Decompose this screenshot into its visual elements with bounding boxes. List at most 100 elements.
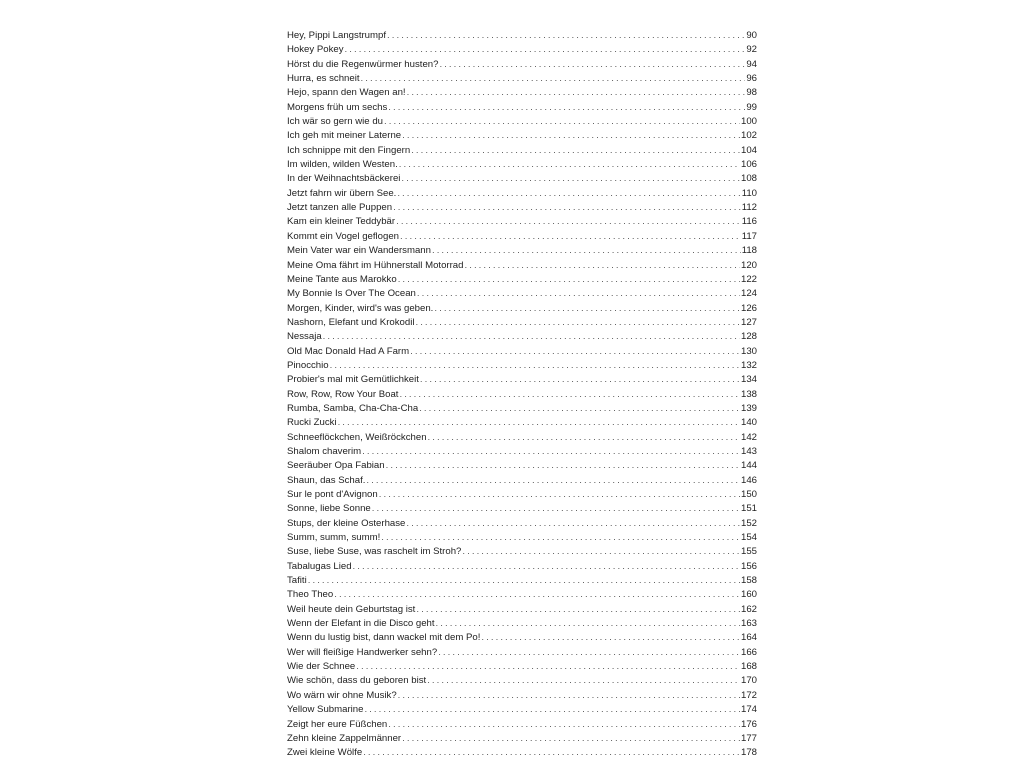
toc-entry: Theo Theo 160 [287,588,757,602]
entry-title: Stups, der kleine Osterhase [287,517,406,529]
toc-entry: Morgens früh um sechs 99 [287,101,757,115]
dot-leader [399,388,740,402]
entry-page-number: 168 [740,661,757,673]
entry-page-number: 122 [740,273,757,285]
dot-leader [379,488,740,502]
entry-page-number: 151 [740,503,757,515]
toc-entry: Sur le pont d'Avignon 150 [287,488,757,502]
entry-title: Rucki Zucki [287,417,337,429]
toc-entry: Stups, der kleine Osterhase 152 [287,517,757,531]
toc-entry: Old Mac Donald Had A Farm 130 [287,345,757,359]
entry-page-number: 164 [740,632,757,644]
entry-page-number: 92 [746,44,757,56]
entry-page-number: 130 [740,345,757,357]
dot-leader [420,373,740,387]
entry-title: Jetzt tanzen alle Puppen [287,202,393,214]
entry-title: Kommt ein Vogel geflogen [287,230,400,242]
entry-page-number: 172 [740,689,757,701]
entry-page-number: 112 [741,202,757,214]
dot-leader [345,43,746,57]
entry-page-number: 166 [740,646,757,658]
toc-entry: Ich schnippe mit den Fingern 104 [287,144,757,158]
entry-page-number: 128 [740,331,757,343]
toc-entry: Rumba, Samba, Cha-Cha-Cha 139 [287,402,757,416]
dot-leader [402,732,740,746]
entry-title: In der Weihnachtsbäckerei [287,173,401,185]
entry-title: Seeräuber Opa Fabian [287,460,385,472]
toc-entry: Weil heute dein Geburtstag ist 162 [287,603,757,617]
dot-leader [481,631,740,645]
entry-title: Wie schön, dass du geboren bist [287,675,427,687]
toc-entry: In der Weihnachtsbäckerei 108 [287,172,757,186]
dot-leader [330,359,740,373]
toc-entry: Wenn du lustig bist, dann wackel mit dem… [287,631,757,645]
entry-title: Rumba, Samba, Cha-Cha-Cha [287,402,419,414]
toc-entry: Wenn der Elefant in die Disco geht 163 [287,617,757,631]
dot-leader [387,29,745,43]
toc-entry: Hörst du die Regenwürmer husten? 94 [287,58,757,72]
dot-leader [366,474,740,488]
toc-entry: Tafiti 158 [287,574,757,588]
toc-entry: Ich wär so gern wie du 100 [287,115,757,129]
toc-entry: Nessaja 128 [287,330,757,344]
dot-leader [372,502,740,516]
entry-page-number: 150 [740,489,757,500]
entry-page-number: 110 [741,187,757,199]
entry-title: Meine Tante aus Marokko [287,273,397,285]
entry-page-number: 127 [740,316,757,328]
dot-leader [362,445,740,459]
entry-title: Wer will fleißige Handwerker sehn? [287,646,438,658]
entry-title: Sonne, liebe Sonne [287,503,371,515]
entry-page-number: 98 [746,87,757,99]
entry-title: Pinocchio [287,359,329,371]
entry-title: My Bonnie Is Over The Ocean [287,288,416,300]
toc-entry: Tabalugas Lied 156 [287,560,757,574]
entry-page-number: 176 [740,718,757,730]
entry-title: Yellow Submarine [287,704,364,716]
entry-title: Shaun, das Schaf. [287,474,366,486]
toc-entry: My Bonnie Is Over The Ocean 124 [287,287,757,301]
dot-leader [438,646,740,660]
dot-leader [308,574,740,588]
toc-entry: Yellow Submarine 174 [287,703,757,717]
dot-leader [388,101,745,115]
dot-leader [419,402,740,416]
entry-title: Wenn du lustig bist, dann wackel mit dem… [287,632,481,644]
entry-page-number: 90 [746,30,757,41]
entry-page-number: 152 [740,517,757,529]
entry-page-number: 134 [740,374,757,386]
toc-entry: Pinocchio 132 [287,359,757,373]
entry-page-number: 143 [740,445,757,457]
toc-entry: Zeigt her eure Füßchen 176 [287,718,757,732]
entry-page-number: 132 [740,359,757,371]
toc-entry: Suse, liebe Suse, was raschelt im Stroh?… [287,545,757,559]
dot-leader [381,531,740,545]
toc-entry: Kam ein kleiner Teddybär 116 [287,215,757,229]
toc-entry: Morgen, Kinder, wird's was geben. 126 [287,302,757,316]
dot-leader [436,617,740,631]
toc-entry: Shalom chaverim 143 [287,445,757,459]
entry-title: Summ, summ, summ! [287,532,381,544]
dot-leader [396,215,741,229]
dot-leader [364,703,740,717]
entry-title: Ich geh mit meiner Laterne [287,130,402,142]
toc-entry: Mein Vater war ein Wandersmann 118 [287,244,757,258]
toc-entry: Hurra, es schneit 96 [287,72,757,86]
entry-page-number: 117 [741,230,757,242]
entry-page-number: 118 [741,245,757,257]
entry-page-number: 144 [740,460,757,472]
entry-page-number: 158 [740,575,757,587]
dot-leader [402,129,740,143]
entry-title: Row, Row, Row Your Boat [287,388,399,400]
entry-title: Zwei kleine Wölfe [287,747,363,759]
toc-entry: Ich geh mit meiner Laterne 102 [287,129,757,143]
entry-title: Ich wär so gern wie du [287,116,383,128]
dot-leader [397,187,740,201]
entry-page-number: 139 [740,402,757,414]
entry-page-number: 100 [740,116,757,128]
entry-title: Hurra, es schneit [287,73,360,85]
entry-title: Schneeflöckchen, Weißröckchen [287,431,427,443]
entry-title: Jetzt fahrn wir übern See. [287,187,397,199]
entry-page-number: 126 [740,302,757,314]
toc-entry: Wo wärn wir ohne Musik? 172 [287,689,757,703]
